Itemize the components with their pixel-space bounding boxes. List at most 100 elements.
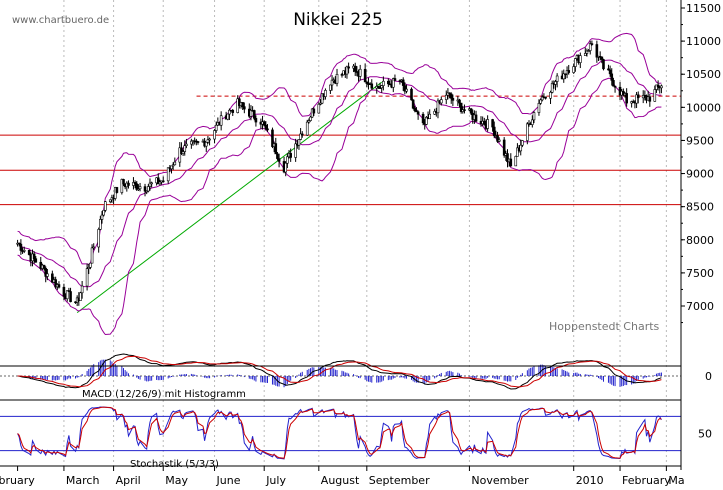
candle-body xyxy=(635,94,638,104)
candle-body xyxy=(92,246,96,249)
candle-body xyxy=(135,183,139,190)
candle-body xyxy=(483,120,486,125)
candle-body xyxy=(87,267,91,269)
y-tick-label: 11000 xyxy=(686,35,721,48)
candle-body xyxy=(531,119,534,125)
candle-body xyxy=(602,59,605,70)
candle-body xyxy=(335,74,339,84)
candle-body xyxy=(514,156,518,167)
candle-body xyxy=(206,139,210,143)
candle-body xyxy=(387,80,390,85)
candle-body xyxy=(382,80,385,86)
candle-body xyxy=(365,81,369,84)
candle-body xyxy=(608,69,612,75)
candle-body xyxy=(330,79,334,86)
candle-body xyxy=(161,180,165,183)
x-tick-label: August xyxy=(321,474,360,486)
watermark: www.chartbuero.de xyxy=(12,15,109,26)
candle-body xyxy=(656,84,660,88)
candle-body xyxy=(612,80,615,87)
candle-body xyxy=(143,186,147,192)
candle-body xyxy=(294,143,297,158)
candle-body xyxy=(286,156,289,164)
candle-body xyxy=(425,116,428,125)
candle-body xyxy=(564,73,567,76)
candle-body xyxy=(449,93,453,99)
candle-body xyxy=(521,140,524,146)
candle-body xyxy=(309,116,312,121)
candle-body xyxy=(491,119,494,128)
candle-body xyxy=(595,44,599,58)
candle-body xyxy=(403,85,407,92)
candle-body xyxy=(150,182,153,185)
candle-body xyxy=(625,93,628,104)
candle-body xyxy=(544,96,547,99)
candle-body xyxy=(410,88,413,101)
candle-body xyxy=(585,50,589,54)
candle-body xyxy=(17,242,21,245)
candle-body xyxy=(587,50,590,52)
candle-body xyxy=(312,108,316,114)
candle-body xyxy=(108,199,112,202)
candle-body xyxy=(180,147,183,154)
candle-body xyxy=(506,153,509,163)
candle-body xyxy=(97,229,100,248)
candle-body xyxy=(264,124,268,130)
candle-body xyxy=(173,161,177,166)
candle-body xyxy=(178,147,182,163)
macd-signal-line xyxy=(17,355,662,388)
candle-body xyxy=(266,128,269,131)
y-tick-label: 7000 xyxy=(686,300,714,313)
candle-body xyxy=(34,258,38,263)
credit-label: Hoppenstedt Charts xyxy=(549,320,660,333)
candle-body xyxy=(411,99,415,109)
candle-body xyxy=(636,94,640,99)
candle-body xyxy=(46,273,49,277)
candle-body xyxy=(391,78,395,88)
candle-body xyxy=(185,143,188,146)
candle-body xyxy=(243,106,246,110)
candle-body xyxy=(62,286,66,297)
candle-body xyxy=(347,66,350,69)
candle-body xyxy=(439,99,443,104)
candle-body xyxy=(393,78,397,81)
candle-body xyxy=(421,113,425,124)
candle-body xyxy=(166,167,170,182)
candle-body xyxy=(579,55,582,63)
candle-body xyxy=(648,96,652,102)
candle-body xyxy=(115,187,119,193)
candle-body xyxy=(219,115,223,126)
candle-body xyxy=(208,138,211,141)
candle-body xyxy=(600,56,604,60)
candle-body xyxy=(170,165,173,170)
stochastic-d-line xyxy=(17,406,662,459)
candle-body xyxy=(370,83,374,89)
candle-body xyxy=(127,182,130,186)
candle-body xyxy=(537,103,541,113)
candle-body xyxy=(80,285,84,294)
candle-body xyxy=(572,66,575,73)
candle-body xyxy=(85,268,89,287)
candle-body xyxy=(65,290,69,300)
candle-body xyxy=(138,186,142,190)
macd-line xyxy=(17,353,662,390)
candle-body xyxy=(444,94,448,100)
candle-body xyxy=(486,119,489,129)
candle-body xyxy=(284,162,288,173)
candle-body xyxy=(345,66,349,75)
candle-body xyxy=(590,43,594,45)
x-tick-label: Ma xyxy=(668,474,684,486)
candle-body xyxy=(183,145,187,152)
candle-body xyxy=(181,151,185,154)
candle-body xyxy=(567,70,571,73)
candle-body xyxy=(137,188,140,191)
candle-body xyxy=(22,250,26,252)
candle-body xyxy=(252,110,256,119)
candle-body xyxy=(102,210,105,216)
candle-body xyxy=(254,118,258,123)
x-tick-label: September xyxy=(369,474,430,486)
candle-body xyxy=(415,110,418,113)
candle-body xyxy=(99,219,102,230)
x-tick-label: June xyxy=(216,474,241,486)
candle-body xyxy=(660,85,663,89)
